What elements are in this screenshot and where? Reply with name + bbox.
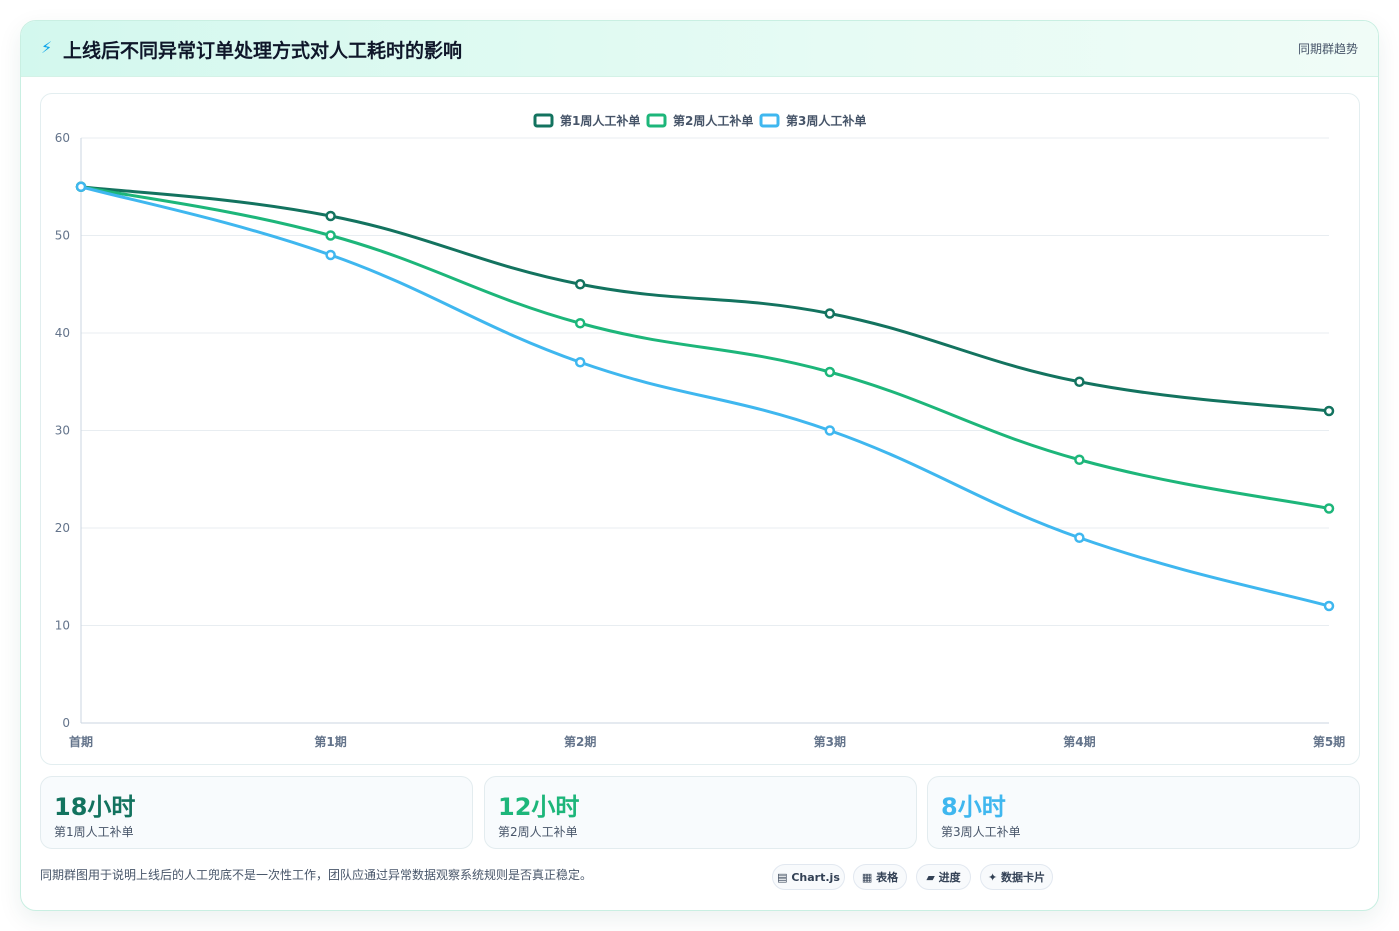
y-tick-label: 40	[55, 326, 70, 340]
y-tick-label: 0	[62, 716, 70, 730]
y-tick-label: 30	[55, 424, 70, 438]
chip-datacard[interactable]: ✦ 数据卡片	[980, 864, 1053, 890]
series-line	[80, 185, 1330, 413]
chip-progress[interactable]: ▰ 进度	[916, 864, 971, 890]
data-point[interactable]	[824, 425, 836, 436]
chart-container: 0 10 20 30 40 50 60 首期 第1期 第2期 第3期 第4期 第5期 第1周人工补单 第…	[40, 93, 1360, 765]
y-tick-label: 60	[55, 131, 70, 145]
progress-icon: ▰	[926, 871, 935, 884]
stat-value: 12小时	[498, 793, 580, 821]
chip-label: 进度	[938, 871, 961, 884]
chip-table[interactable]: ▦ 表格	[853, 864, 907, 890]
footer-note: 同期群图用于说明上线后的人工兜底不是一次性工作，团队应通过异常数据观察系统规则是…	[40, 868, 593, 882]
stat-label: 第1周人工补单	[54, 825, 134, 839]
lightning-icon: ⚡	[41, 38, 53, 57]
data-point[interactable]	[1323, 503, 1335, 514]
data-point[interactable]	[824, 308, 836, 319]
stat-label: 第3周人工补单	[941, 825, 1021, 839]
data-point[interactable]	[824, 366, 836, 378]
x-tick-label: 第1期	[314, 734, 346, 749]
data-point[interactable]	[1323, 405, 1335, 417]
legend-label[interactable]: 第2周人工补单	[673, 113, 753, 128]
data-point[interactable]	[1074, 532, 1085, 543]
legend-swatch[interactable]	[533, 113, 554, 128]
y-tick-label: 20	[55, 521, 70, 535]
data-point[interactable]	[75, 181, 87, 192]
x-tick-label: 第4期	[1063, 734, 1095, 749]
stat-value: 8小时	[941, 793, 1006, 821]
legend-label[interactable]: 第3周人工补单	[786, 113, 866, 128]
chip-label: Chart.js	[791, 871, 840, 884]
data-point[interactable]	[1323, 600, 1335, 612]
data-point[interactable]	[325, 249, 336, 261]
legend-label[interactable]: 第1周人工补单	[560, 113, 640, 128]
y-tick-label: 50	[55, 229, 70, 243]
legend-swatch[interactable]	[646, 113, 667, 128]
data-point[interactable]	[325, 230, 336, 241]
data-point[interactable]	[1074, 454, 1085, 465]
x-tick-label: 首期	[69, 734, 93, 749]
card-header: ⚡ 上线后不同异常订单处理方式对人工耗时的影响 同期群趋势	[21, 21, 1378, 77]
line-chart: 0 10 20 30 40 50 60 首期 第1期 第2期 第3期 第4期 第5期 第1周人工补单 第…	[55, 113, 1345, 749]
series-line	[80, 185, 1330, 510]
chip-label: 表格	[876, 871, 899, 884]
series-line	[80, 185, 1330, 608]
x-tick-label: 第3期	[814, 734, 846, 749]
data-point[interactable]	[574, 318, 586, 329]
data-point[interactable]	[574, 357, 586, 368]
legend-swatch[interactable]	[759, 113, 780, 128]
chip-chartjs[interactable]: ▤ Chart.js	[772, 864, 845, 890]
header-subtitle: 同期群趋势	[1297, 42, 1358, 56]
y-tick-label: 10	[55, 619, 70, 633]
x-tick-label: 第2期	[564, 734, 596, 749]
stat-card-week1: 18小时 第1周人工补单	[40, 776, 473, 849]
stat-card-week2: 12小时 第2周人工补单	[484, 776, 917, 849]
chip-label: 数据卡片	[1001, 871, 1046, 884]
data-point[interactable]	[574, 279, 586, 290]
page-title: 上线后不同异常订单处理方式对人工耗时的影响	[63, 40, 463, 62]
sparkle-icon: ✦	[987, 871, 998, 884]
table-icon: ▦	[861, 871, 873, 884]
stat-value: 18小时	[54, 793, 136, 821]
x-tick-label: 第5期	[1313, 734, 1345, 749]
stat-label: 第2周人工补单	[498, 825, 578, 839]
stat-card-week3: 8小时 第3周人工补单	[927, 776, 1360, 849]
chart-icon: ▤	[777, 871, 788, 884]
data-point[interactable]	[325, 210, 336, 222]
data-point[interactable]	[1074, 376, 1085, 387]
chart-card: ⚡ 上线后不同异常订单处理方式对人工耗时的影响 同期群趋势 0 10 20 30 40 5…	[20, 20, 1379, 911]
